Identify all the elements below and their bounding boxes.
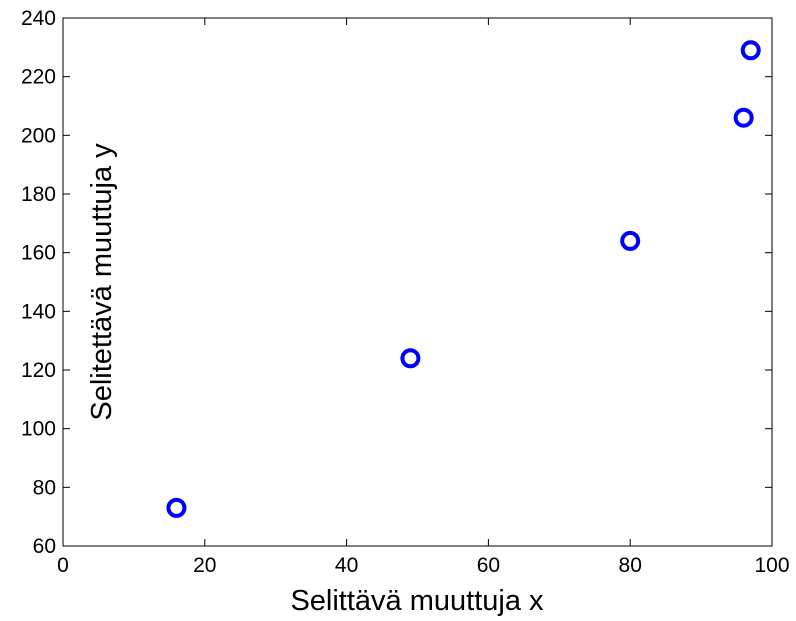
y-tick-label: 160 (21, 242, 56, 265)
x-axis-ticks: 0 20 40 60 80 100 (57, 18, 790, 577)
data-point (733, 107, 754, 128)
data-point (400, 348, 421, 369)
data-point (740, 40, 761, 61)
y-tick-label: 200 (21, 124, 56, 147)
x-tick-label: 100 (754, 554, 789, 577)
data-point (620, 230, 641, 251)
x-tick-label: 0 (57, 554, 69, 577)
plot-area-frame (62, 17, 773, 547)
x-tick-label: 80 (619, 554, 642, 577)
y-axis-label: Selitettävä muuttuja y (86, 143, 118, 421)
y-tick-label: 80 (33, 476, 56, 499)
y-axis-ticks: 60 80 100 120 140 160 180 200 220 240 (21, 7, 772, 558)
y-tick-label: 220 (21, 66, 56, 89)
y-tick-label: 180 (21, 183, 56, 206)
x-axis-label: Selittävä muuttuja x (290, 585, 544, 616)
data-points (166, 40, 761, 518)
x-tick-label: 60 (477, 554, 500, 577)
y-tick-label: 140 (21, 300, 56, 323)
y-tick-label: 240 (21, 7, 56, 30)
data-point (166, 497, 187, 518)
y-tick-label: 100 (21, 418, 56, 441)
x-tick-label: 20 (193, 554, 216, 577)
y-tick-label: 60 (33, 535, 56, 558)
x-tick-label: 40 (335, 554, 358, 577)
y-tick-label: 120 (21, 359, 56, 382)
